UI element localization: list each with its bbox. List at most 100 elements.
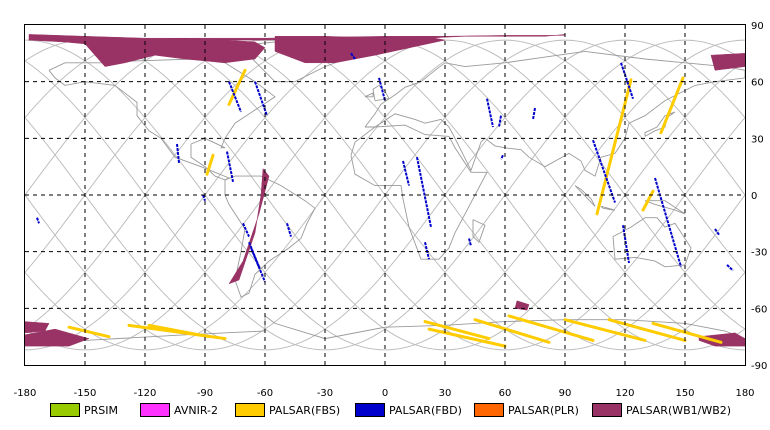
coastline bbox=[600, 205, 616, 211]
fbs-antarctic-3 bbox=[147, 323, 211, 339]
fbd-17 bbox=[500, 154, 504, 160]
fbd-16 bbox=[468, 238, 472, 247]
world-map: -180 -150 -120 -90 -60 -30 0 30 60 90 120 150 180 90… bbox=[14, 21, 768, 399]
fbs-antarctic-1 bbox=[67, 325, 111, 339]
lat-tick-label: 90 bbox=[751, 21, 764, 32]
palsar-fbs-layer bbox=[67, 68, 723, 348]
legend-item-palsar-fbd: PALSAR(FBD) bbox=[355, 402, 462, 418]
fbd-5 bbox=[202, 194, 206, 201]
legend-swatch-prsim bbox=[50, 403, 80, 417]
coastline bbox=[472, 219, 486, 243]
coastline bbox=[350, 124, 488, 260]
legend-swatch-palsar-fbd bbox=[355, 403, 385, 417]
legend-label-palsar-wb: PALSAR(WB1/WB2) bbox=[626, 403, 732, 417]
fbd-22 bbox=[654, 177, 682, 268]
lon-tick-label: -120 bbox=[134, 388, 157, 399]
longitude-tick-labels: -180 -150 -120 -90 -60 -30 0 30 60 90 120 150 180 bbox=[14, 388, 755, 399]
lon-tick-label: 30 bbox=[439, 388, 452, 399]
wb-region-south-atlantic-patch bbox=[514, 300, 530, 311]
wb-region-chukotka-patch bbox=[710, 53, 746, 71]
lon-tick-label: -30 bbox=[317, 388, 333, 399]
orbit-track bbox=[24, 39, 746, 351]
lon-tick-label: 0 bbox=[382, 388, 388, 399]
lat-tick-label: 0 bbox=[751, 191, 757, 202]
fbs-asia-2 bbox=[659, 76, 685, 135]
legend-label-avnir2: AVNIR-2 bbox=[174, 403, 218, 417]
fbd-2 bbox=[254, 81, 268, 116]
palsar-wb-layer bbox=[24, 34, 746, 347]
fbd-20 bbox=[592, 139, 616, 203]
coastline bbox=[612, 217, 692, 268]
map-frame bbox=[24, 24, 746, 366]
fbd-26 bbox=[248, 241, 260, 268]
coastline bbox=[48, 58, 276, 181]
lat-tick-label: 30 bbox=[751, 134, 764, 145]
lat-tick-label: 60 bbox=[751, 78, 764, 89]
fbd-6 bbox=[242, 222, 250, 237]
lon-tick-label: -60 bbox=[257, 388, 273, 399]
legend-label-palsar-fbd: PALSAR(FBD) bbox=[389, 403, 462, 417]
fbs-antarctic-7 bbox=[507, 314, 595, 342]
lon-tick-label: 150 bbox=[675, 388, 694, 399]
coastline bbox=[644, 111, 676, 137]
legend-item-palsar-plr: PALSAR(PLR) bbox=[474, 402, 579, 418]
coastline bbox=[574, 185, 596, 207]
fbd-14 bbox=[416, 157, 432, 228]
fbd-13 bbox=[402, 160, 410, 186]
lon-tick-label: 180 bbox=[735, 388, 754, 399]
fbs-antarctic-5 bbox=[427, 327, 507, 348]
coastline bbox=[364, 92, 374, 98]
lat-tick-label: -90 bbox=[751, 361, 767, 372]
legend-item-prsim: PRSIM bbox=[50, 402, 118, 418]
fbs-antarctic-4 bbox=[423, 320, 491, 341]
wb-region-north-america-arctic bbox=[28, 34, 266, 67]
wb-region-greenland-svalbard bbox=[274, 36, 446, 64]
fbd-8 bbox=[286, 223, 292, 237]
orbit-track bbox=[24, 39, 746, 351]
coastline bbox=[24, 315, 746, 343]
fbd-11 bbox=[486, 98, 494, 128]
fbd-4 bbox=[226, 151, 234, 182]
fbd-1 bbox=[228, 81, 242, 113]
latitude-tick-labels: 90 60 30 0 -30 -60 -90 bbox=[751, 21, 767, 372]
lon-tick-label: 60 bbox=[499, 388, 512, 399]
legend-swatch-avnir2 bbox=[140, 403, 170, 417]
fbd-9 bbox=[350, 52, 356, 60]
coastline bbox=[644, 200, 686, 215]
fbd-18 bbox=[532, 107, 536, 120]
fbd-15 bbox=[424, 241, 430, 260]
legend: PRSIM AVNIR-2 PALSAR(FBS) PALSAR(FBD) PA… bbox=[0, 399, 770, 419]
lon-tick-label: 90 bbox=[559, 388, 572, 399]
lon-tick-label: -90 bbox=[197, 388, 213, 399]
lat-tick-label: -30 bbox=[751, 248, 767, 259]
legend-swatch-palsar-wb bbox=[592, 403, 622, 417]
legend-swatch-palsar-fbs bbox=[235, 403, 265, 417]
coastline-layer bbox=[24, 39, 746, 343]
legend-label-palsar-plr: PALSAR(PLR) bbox=[508, 403, 579, 417]
fbd-12 bbox=[498, 115, 502, 128]
legend-swatch-palsar-plr bbox=[474, 403, 504, 417]
fbs-north-america bbox=[227, 68, 247, 106]
lon-tick-label: -180 bbox=[14, 388, 37, 399]
fbs-antarctic-10 bbox=[651, 321, 723, 344]
fbd-21 bbox=[622, 225, 630, 264]
fbs-antarctic-8 bbox=[563, 318, 647, 342]
legend-item-palsar-wb: PALSAR(WB1/WB2) bbox=[592, 402, 731, 418]
lat-tick-label: -60 bbox=[751, 304, 767, 315]
palsar-fbd-layer bbox=[36, 52, 734, 283]
legend-label-palsar-fbs: PALSAR(FBS) bbox=[269, 403, 341, 417]
fbs-asia-1 bbox=[595, 78, 633, 216]
fbd-25 bbox=[36, 217, 40, 224]
legend-item-avnir2: AVNIR-2 bbox=[140, 402, 218, 418]
graticule-layer bbox=[25, 25, 745, 365]
lon-tick-label: 120 bbox=[615, 388, 634, 399]
fbs-antarctic-6 bbox=[473, 318, 551, 344]
lon-tick-label: -150 bbox=[74, 388, 97, 399]
legend-label-prsim: PRSIM bbox=[84, 403, 118, 417]
fbs-antarctic-9 bbox=[607, 318, 687, 342]
fbd-3 bbox=[176, 143, 180, 163]
fbs-indonesia bbox=[641, 189, 655, 212]
legend-item-palsar-fbs: PALSAR(FBS) bbox=[235, 402, 340, 418]
fbs-caribbean bbox=[205, 153, 215, 176]
